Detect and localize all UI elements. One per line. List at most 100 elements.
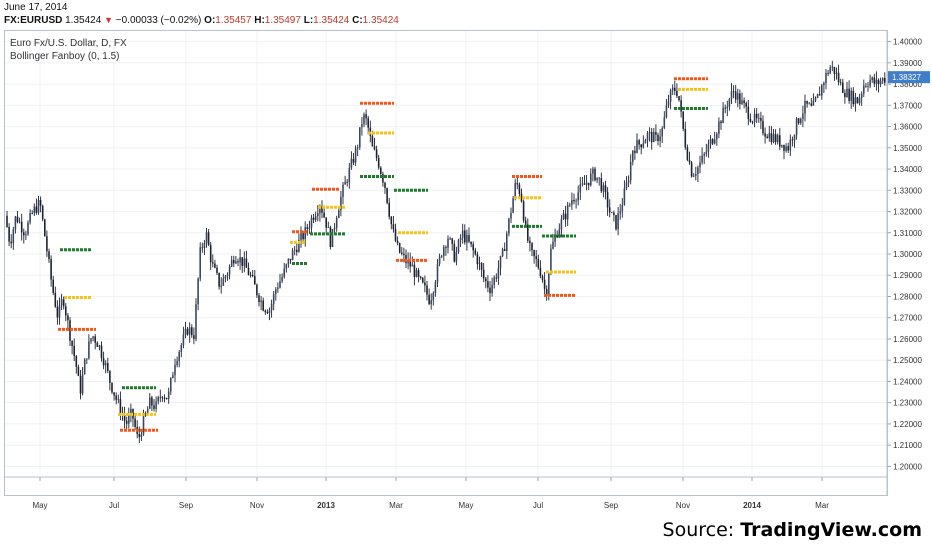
candle-body xyxy=(739,93,741,105)
candle-body xyxy=(531,243,533,251)
candle-body xyxy=(348,167,351,183)
x-tick-label: Jul xyxy=(109,501,119,510)
candle-body xyxy=(823,83,825,86)
candle-body xyxy=(508,218,510,234)
candle-body xyxy=(535,256,537,260)
candle-body xyxy=(472,244,474,251)
candle-body xyxy=(506,233,508,251)
candle-body xyxy=(186,328,189,335)
candle-body xyxy=(230,259,233,267)
candle-body xyxy=(802,113,804,120)
candle-body xyxy=(491,284,493,294)
candle-body xyxy=(224,276,227,279)
candle-body xyxy=(165,397,168,400)
candle-body xyxy=(858,98,861,104)
candle-body xyxy=(20,221,23,233)
candle-body xyxy=(732,91,735,93)
candle-body xyxy=(104,363,107,366)
candle-body xyxy=(260,300,262,303)
symbol-label[interactable]: FX:EURUSD xyxy=(4,15,63,26)
candle-body xyxy=(562,213,565,220)
y-tick-label: 1.31000 xyxy=(893,229,922,238)
candle-body xyxy=(233,259,235,264)
candle-body xyxy=(275,289,277,294)
candle-body xyxy=(317,213,319,217)
candle-body xyxy=(697,167,699,175)
candle-body xyxy=(808,103,810,105)
candle-body xyxy=(398,243,401,253)
candle-body xyxy=(552,241,554,249)
source-prefix: Source: xyxy=(662,519,741,541)
y-tick-label: 1.32000 xyxy=(893,208,922,217)
candle-body xyxy=(81,374,84,394)
y-tick-label: 1.29000 xyxy=(893,271,922,280)
candle-body xyxy=(598,177,600,179)
candle-body xyxy=(818,94,821,96)
candle-body xyxy=(629,161,632,181)
candle-body xyxy=(459,237,462,241)
candle-body xyxy=(380,167,382,175)
candle-body xyxy=(153,405,155,409)
candle-body xyxy=(791,139,794,141)
candle-body xyxy=(797,118,800,124)
candle-body xyxy=(424,282,426,286)
candle-body xyxy=(403,253,405,256)
candle-body xyxy=(56,306,59,318)
candle-body xyxy=(741,100,743,105)
chart-title[interactable]: Euro Fx/U.S. Dollar, D, FX xyxy=(10,38,127,49)
candle-body xyxy=(226,274,229,277)
candle-body xyxy=(478,263,481,265)
candle-body xyxy=(760,118,762,121)
candle-body xyxy=(243,258,246,266)
candle-body xyxy=(875,79,878,84)
candle-body xyxy=(608,207,611,213)
candle-body xyxy=(52,279,54,293)
candle-body xyxy=(848,88,850,101)
candle-body xyxy=(102,358,105,366)
y-tick-label: 1.37000 xyxy=(893,101,922,110)
candle-body xyxy=(37,199,40,213)
candle-body xyxy=(711,139,714,144)
open-value: 1.35457 xyxy=(215,15,252,26)
candle-body xyxy=(495,277,498,279)
candle-body xyxy=(686,147,689,160)
candle-body xyxy=(6,215,8,227)
candle-body xyxy=(394,229,397,241)
candle-body xyxy=(564,213,567,220)
candle-body xyxy=(54,292,57,307)
candle-body xyxy=(831,66,834,68)
candle-body xyxy=(468,235,470,242)
candle-body xyxy=(466,235,468,243)
candle-body xyxy=(451,238,453,244)
candle-body xyxy=(170,378,172,392)
candle-body xyxy=(690,162,693,177)
candle-body xyxy=(432,293,435,301)
candle-body xyxy=(644,140,647,144)
candle-body xyxy=(640,144,642,148)
x-tick-label: Jul xyxy=(533,501,543,510)
candle-body xyxy=(388,202,390,217)
candle-body xyxy=(512,198,514,213)
source-brand: TradingView.com xyxy=(740,519,922,541)
y-tick-label: 1.40000 xyxy=(893,38,922,47)
candle-body xyxy=(436,263,439,283)
candle-body xyxy=(258,295,260,303)
candle-body xyxy=(254,276,256,285)
candle-body xyxy=(335,217,338,228)
candle-body xyxy=(264,310,267,313)
candle-body xyxy=(583,183,586,185)
candle-body xyxy=(287,258,290,265)
candle-body xyxy=(12,229,15,244)
y-tick-label: 1.36000 xyxy=(893,123,922,132)
candle-body xyxy=(237,261,239,263)
candle-body xyxy=(617,213,619,230)
candle-body xyxy=(737,93,739,100)
low-value: 1.35424 xyxy=(313,15,350,26)
indicator-label[interactable]: Bollinger Fanboy (0, 1.5) xyxy=(10,51,120,62)
candle-body xyxy=(283,268,285,277)
candle-body xyxy=(321,206,323,213)
candle-body xyxy=(191,327,193,336)
candle-body xyxy=(489,287,491,294)
candle-body xyxy=(724,107,726,109)
